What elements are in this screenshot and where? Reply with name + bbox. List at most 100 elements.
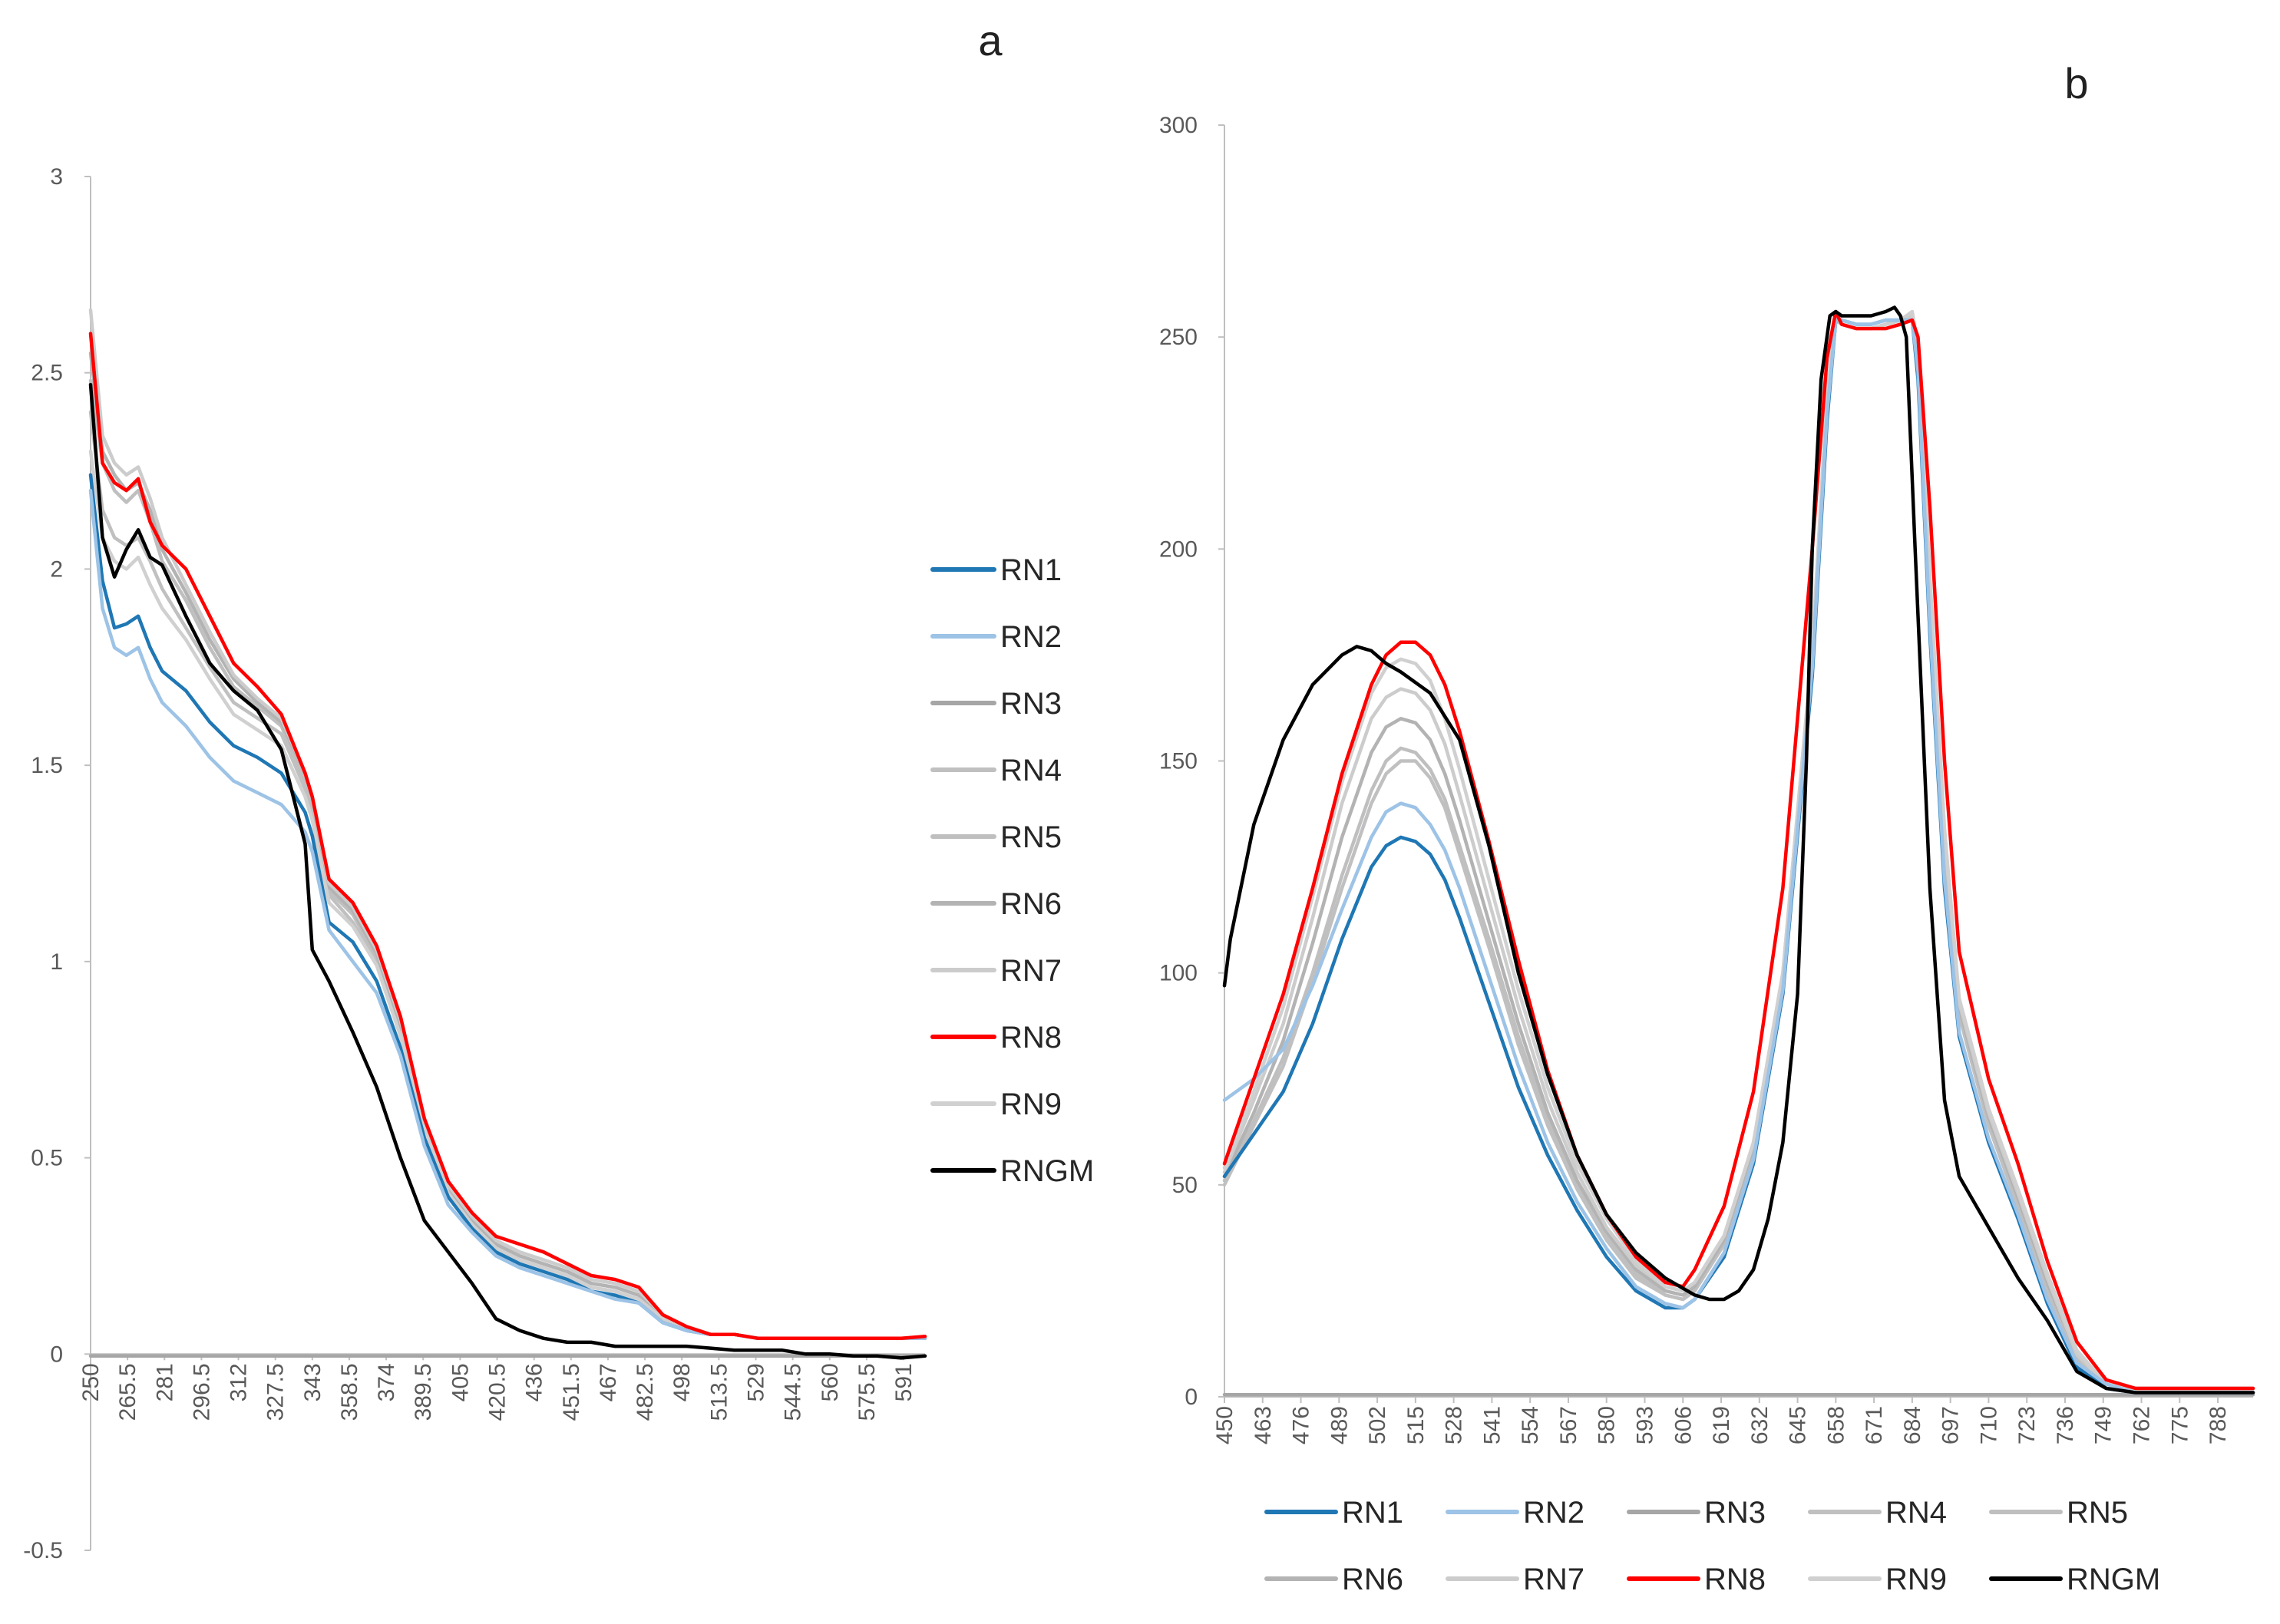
panel-b-x-tick-label: 528 <box>1442 1406 1467 1444</box>
series-rn2 <box>1222 318 2255 1395</box>
panel-b-y-tick-label: 0 <box>1185 1385 1198 1410</box>
panel-a-y-tick-label: 1.5 <box>31 753 63 778</box>
panel-a-y-tick-label: -0.5 <box>23 1538 63 1563</box>
panel-a-x-tick-label: 312 <box>226 1363 252 1401</box>
series-rn2 <box>88 488 927 1341</box>
panel-a-x-tick-label: 250 <box>78 1363 104 1401</box>
panel-a-x-tick-label: 482.5 <box>633 1363 658 1421</box>
panel-a-x-tick-label: 544.5 <box>781 1363 806 1421</box>
panel-b-series <box>1222 305 2255 1397</box>
panel-a-series <box>88 308 927 1360</box>
panel-b-x-tick-label: 788 <box>2206 1406 2231 1444</box>
panel-b-x-tick-label: 606 <box>1670 1406 1696 1444</box>
panel-a-legend: RN1 RN2 RN3 RN4 RN5 RN6 RN7 RN8 RN9 RNGM <box>930 553 1094 1188</box>
panel-a-x-tick-label: 436 <box>522 1363 547 1401</box>
series-rn1 <box>1222 318 2255 1395</box>
panel-b-y-tick-label: 100 <box>1159 961 1198 986</box>
panel-a-x-tick-label: 358.5 <box>337 1363 362 1421</box>
panel-b-x-tick-label: 593 <box>1632 1406 1657 1444</box>
legend-label-rn3: RN3 <box>1000 687 1062 721</box>
panel-a-x-tick-label: 374 <box>374 1363 399 1401</box>
panel-a-y-tick-label: 0 <box>50 1342 63 1367</box>
legend-label-rn6: RN6 <box>1000 887 1062 921</box>
panel-b-x-tick-label: 723 <box>2014 1406 2040 1444</box>
panel-b-x-tick-label: 450 <box>1212 1406 1237 1444</box>
panel-b-x-tick-label: 684 <box>1900 1406 1925 1444</box>
panel-b-x-tick-label: 489 <box>1327 1406 1352 1444</box>
legend-label-rn5: RN5 <box>2067 1496 2128 1530</box>
panel-b-x-tick-label: 710 <box>1976 1406 2001 1444</box>
series-rn8 <box>1222 309 2255 1391</box>
panel-b-label: b <box>2064 59 2088 107</box>
panel-b-y-tick-label: 150 <box>1159 749 1198 774</box>
series-rn1 <box>88 473 927 1341</box>
panel-a-x-tick-label: 575.5 <box>854 1363 880 1421</box>
panel-a-x-tick-label: 498 <box>669 1363 695 1401</box>
legend-label-rn2: RN2 <box>1000 620 1062 654</box>
legend-label-rn3: RN3 <box>1704 1496 1766 1530</box>
series-rn6 <box>88 351 927 1341</box>
panel-a-x-ticks: 250 265.5 281 296.5 312 327.5 343 358.5 374 389.5… <box>78 1354 917 1421</box>
panel-a-y-ticks: -0.5 0 0.5 1 1.5 2 2.5 3 <box>23 164 91 1563</box>
legend-label-rn7: RN7 <box>1523 1563 1584 1596</box>
panel-a-label: a <box>978 16 1003 64</box>
panel-a-x-tick-label: 591 <box>891 1363 917 1401</box>
panel-b-x-tick-label: 580 <box>1594 1406 1620 1444</box>
panel-a-x-tick-label: 265.5 <box>115 1363 140 1421</box>
panel-a-axes <box>90 177 925 1550</box>
panel-b-x-tick-label: 476 <box>1289 1406 1314 1444</box>
legend-label-rn8: RN8 <box>1704 1563 1766 1596</box>
panel-a-x-tick-label: 560 <box>818 1363 843 1401</box>
panel-a-y-tick-label: 2 <box>50 556 63 582</box>
legend-label-rn9: RN9 <box>1000 1088 1062 1121</box>
panel-b-x-tick-label: 736 <box>2053 1406 2078 1444</box>
legend-label-rn1: RN1 <box>1000 553 1062 587</box>
panel-b-x-tick-label: 697 <box>1938 1406 1964 1444</box>
panel-a-y-tick-label: 0.5 <box>31 1146 63 1171</box>
panel-b-x-tick-label: 671 <box>1862 1406 1887 1444</box>
panel-a-x-tick-label: 467 <box>596 1363 621 1401</box>
series-rn4 <box>88 410 927 1341</box>
panel-a-y-tick-label: 1 <box>50 949 63 975</box>
panel-b: b 0 50 100 150 200 250 300 450 463 476 489 502 515 5… <box>1159 59 2255 1596</box>
series-rn8 <box>88 332 927 1341</box>
panel-b-x-tick-label: 515 <box>1403 1406 1429 1444</box>
panel-b-legend: RN1 RN2 RN3 RN4 RN5 RN6 RN7 RN8 RN9 RNGM <box>1264 1496 2160 1596</box>
panel-a-x-tick-label: 529 <box>743 1363 768 1401</box>
legend-label-rn9: RN9 <box>1885 1563 1947 1596</box>
legend-label-rn6: RN6 <box>1342 1563 1403 1596</box>
panel-a-x-tick-label: 296.5 <box>189 1363 214 1421</box>
panel-b-x-tick-label: 502 <box>1365 1406 1390 1444</box>
panel-a-x-tick-label: 420.5 <box>485 1363 511 1421</box>
legend-label-rn4: RN4 <box>1885 1496 1947 1530</box>
legend-label-rn8: RN8 <box>1000 1021 1062 1055</box>
panel-b-x-ticks: 450 463 476 489 502 515 528 541 554 567 580 593 606 6… <box>1212 1397 2231 1444</box>
panel-b-x-tick-label: 541 <box>1479 1406 1505 1444</box>
panel-a-x-tick-label: 451.5 <box>559 1363 584 1421</box>
series-rn5 <box>1222 314 2255 1391</box>
panel-b-x-tick-label: 775 <box>2167 1406 2192 1444</box>
legend-label-rn1: RN1 <box>1342 1496 1403 1530</box>
panel-b-y-tick-label: 200 <box>1159 536 1198 562</box>
panel-b-x-tick-label: 749 <box>2091 1406 2116 1444</box>
series-rngm <box>1222 305 2255 1395</box>
panel-a-x-tick-label: 389.5 <box>411 1363 436 1421</box>
legend-label-rn7: RN7 <box>1000 954 1062 988</box>
panel-a-x-tick-label: 343 <box>300 1363 325 1401</box>
panel-b-y-tick-label: 300 <box>1159 113 1198 138</box>
panel-a-y-tick-label: 2.5 <box>31 361 63 386</box>
panel-a-x-tick-label: 405 <box>448 1363 473 1401</box>
series-rn5 <box>88 378 927 1341</box>
series-rn7 <box>1222 314 2255 1391</box>
panel-b-y-tick-label: 250 <box>1159 325 1198 350</box>
panel-a-x-tick-label: 513.5 <box>706 1363 732 1421</box>
series-rngm <box>88 382 927 1360</box>
panel-b-x-tick-label: 554 <box>1518 1406 1543 1444</box>
panel-b-x-tick-label: 567 <box>1556 1406 1581 1444</box>
legend-label-rngm: RNGM <box>1000 1154 1094 1188</box>
legend-label-rn2: RN2 <box>1523 1496 1584 1530</box>
panel-b-x-tick-label: 645 <box>1786 1406 1811 1444</box>
series-rn9 <box>1222 309 2255 1391</box>
panel-b-y-tick-label: 50 <box>1172 1173 1198 1198</box>
